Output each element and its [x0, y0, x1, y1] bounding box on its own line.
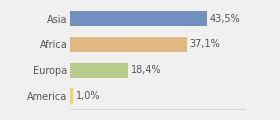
Text: 37,1%: 37,1%: [189, 39, 220, 49]
Text: 1,0%: 1,0%: [76, 91, 100, 101]
Bar: [70, 37, 187, 52]
Text: 18,4%: 18,4%: [130, 65, 161, 75]
Text: 43,5%: 43,5%: [209, 14, 240, 24]
Bar: [70, 11, 207, 26]
Bar: [70, 63, 128, 78]
Bar: [70, 88, 73, 104]
